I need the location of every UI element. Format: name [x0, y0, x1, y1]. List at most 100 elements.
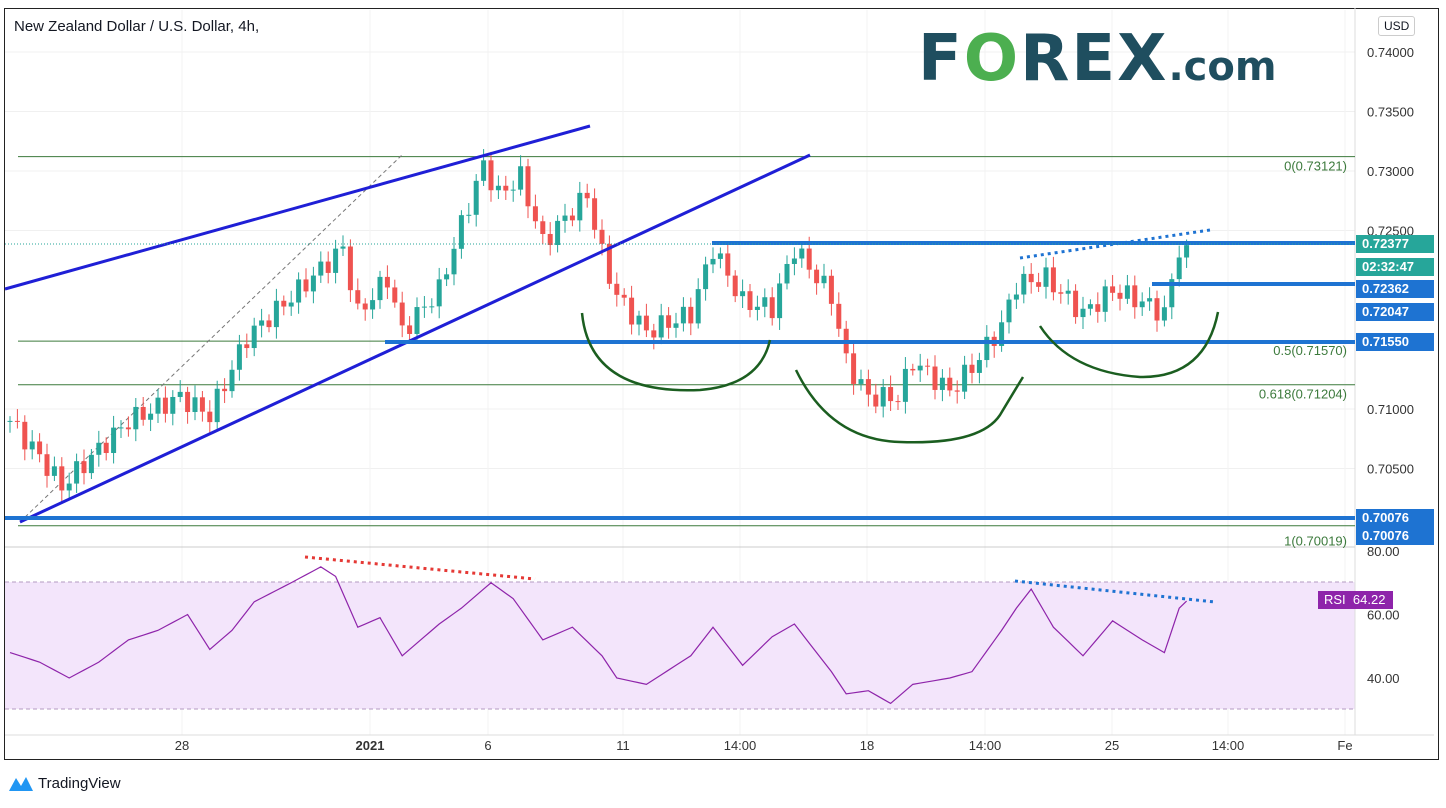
candle	[236, 334, 242, 381]
rsi-divergence-line[interactable]	[1014, 579, 1216, 604]
candle	[577, 181, 583, 232]
candle	[932, 355, 938, 400]
right-shoulder-arc[interactable]	[1038, 311, 1220, 379]
time-tick-label: 14:00	[969, 738, 1002, 753]
rsi-band	[5, 582, 1355, 709]
candle	[606, 235, 612, 289]
candle	[222, 378, 228, 404]
candle	[851, 342, 857, 395]
channel-upper-line[interactable]	[4, 124, 591, 291]
candle	[14, 409, 20, 429]
candle	[155, 389, 161, 424]
candle	[1124, 274, 1130, 304]
candle	[170, 390, 176, 426]
candle	[185, 386, 191, 424]
candle	[266, 314, 272, 333]
candle	[1087, 299, 1093, 316]
candle	[740, 279, 746, 309]
candle	[999, 310, 1005, 352]
candle	[880, 379, 886, 418]
price-tick-label: 0.73000	[1367, 164, 1414, 179]
time-tick-label: 6	[484, 738, 491, 753]
candle	[466, 202, 472, 224]
candle	[1028, 263, 1034, 294]
candle	[1050, 256, 1056, 301]
candle	[399, 291, 405, 338]
candle	[421, 296, 427, 318]
candle	[614, 272, 620, 307]
candle	[895, 394, 901, 410]
time-tick-label: 2021	[356, 738, 385, 753]
candle	[836, 292, 842, 337]
candle	[1013, 282, 1019, 309]
logo-text: F	[918, 22, 964, 96]
head-arc[interactable]	[794, 369, 1025, 444]
logo-text-o: O	[963, 22, 1021, 96]
candle	[347, 239, 353, 303]
candle	[229, 360, 235, 398]
channel-lower-line[interactable]	[19, 153, 811, 524]
candle	[532, 194, 538, 229]
time-tick-label: 25	[1105, 738, 1119, 753]
tradingview-logo-icon	[9, 777, 33, 791]
fib-level-label: 0.618(0.71204)	[1259, 387, 1347, 402]
currency-button[interactable]: USD	[1378, 16, 1416, 36]
candle	[281, 295, 287, 316]
fib-trend-line[interactable]	[19, 154, 403, 523]
tradingview-text: TradingView	[38, 774, 121, 792]
candle	[828, 269, 834, 316]
candle	[1139, 292, 1145, 316]
candle	[747, 283, 753, 318]
candle	[140, 396, 146, 426]
candle	[910, 363, 916, 376]
candle	[1065, 279, 1071, 305]
candle	[333, 239, 339, 284]
candle	[954, 380, 960, 404]
candle	[651, 323, 657, 350]
candle	[703, 256, 709, 301]
candle	[865, 369, 871, 407]
candle	[917, 353, 923, 382]
candle	[732, 270, 738, 303]
candle	[1169, 273, 1175, 320]
candle	[451, 236, 457, 286]
candle	[407, 316, 413, 343]
candle	[51, 456, 57, 482]
candle	[969, 353, 975, 384]
candle	[362, 298, 368, 321]
candle	[621, 288, 627, 306]
candle	[821, 263, 827, 289]
tradingview-brand[interactable]: TradingView	[8, 774, 121, 792]
candle	[488, 151, 494, 202]
candle	[259, 308, 265, 338]
price-label: 0.71550	[1356, 333, 1434, 351]
candle	[340, 235, 346, 257]
candle	[584, 183, 590, 208]
candle	[658, 303, 664, 345]
candle	[991, 331, 997, 358]
candle	[1073, 284, 1079, 324]
candle	[29, 430, 35, 460]
candle	[547, 222, 553, 256]
candle	[1080, 296, 1086, 329]
candle	[599, 219, 605, 256]
rsi-bearish-divergence-line[interactable]	[304, 555, 536, 581]
candle	[370, 288, 376, 319]
candle	[37, 433, 43, 463]
time-tick-label: 18	[860, 738, 874, 753]
left-shoulder-arc[interactable]	[580, 312, 772, 392]
candle	[384, 265, 390, 299]
time-tick-label: 14:00	[1212, 738, 1245, 753]
price-tick-label: 0.73500	[1367, 105, 1414, 120]
price-label: 0.72362	[1356, 280, 1434, 298]
candle	[666, 307, 672, 339]
candle	[199, 391, 205, 422]
candle	[1117, 284, 1123, 311]
candle	[288, 290, 294, 316]
candle	[162, 386, 168, 423]
fib-level-label: 0.5(0.71570)	[1273, 343, 1347, 358]
chart-frame	[4, 8, 1439, 760]
candle	[96, 430, 102, 467]
candle	[1058, 284, 1064, 304]
